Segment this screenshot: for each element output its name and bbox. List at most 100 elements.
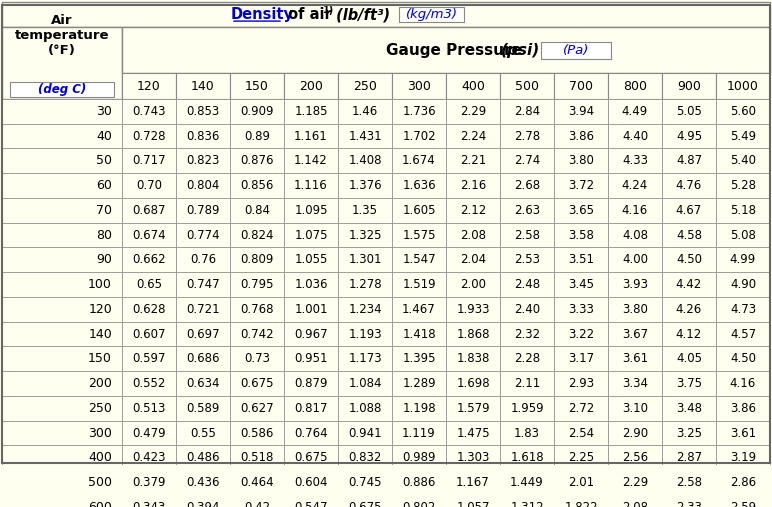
Bar (554, 173, 608, 198)
Bar (608, 272, 662, 297)
Bar (662, 297, 716, 322)
Text: 0.728: 0.728 (132, 130, 166, 142)
Bar (338, 124, 392, 149)
Bar (176, 149, 230, 173)
Bar (500, 446, 554, 470)
Bar (176, 173, 230, 198)
Text: 0.394: 0.394 (186, 501, 220, 507)
Bar (338, 346, 392, 371)
Bar (716, 223, 770, 247)
Text: 200: 200 (299, 80, 323, 93)
Text: 1.142: 1.142 (294, 154, 328, 167)
Bar (284, 371, 338, 396)
Bar (230, 198, 284, 223)
Bar (500, 396, 554, 421)
Text: 0.823: 0.823 (186, 154, 220, 167)
Text: 0.989: 0.989 (402, 451, 435, 464)
Bar (500, 99, 554, 124)
Text: 1.303: 1.303 (456, 451, 489, 464)
Bar (716, 99, 770, 124)
Text: 0.73: 0.73 (244, 352, 270, 366)
Text: 0.604: 0.604 (294, 476, 328, 489)
Text: 2.25: 2.25 (568, 451, 594, 464)
Text: 2.32: 2.32 (514, 328, 540, 341)
Text: 0.628: 0.628 (132, 303, 166, 316)
Text: 0.675: 0.675 (294, 451, 328, 464)
Text: 0.795: 0.795 (240, 278, 274, 291)
Text: 2.68: 2.68 (514, 179, 540, 192)
Text: 0.853: 0.853 (186, 105, 219, 118)
Text: 2.63: 2.63 (514, 204, 540, 217)
Bar (446, 470, 500, 495)
Bar (392, 371, 446, 396)
Bar (608, 74, 662, 99)
Text: 0.768: 0.768 (240, 303, 274, 316)
Bar (392, 446, 446, 470)
Bar (500, 272, 554, 297)
Text: 1.312: 1.312 (510, 501, 543, 507)
Bar (446, 371, 500, 396)
Bar (541, 42, 611, 59)
Bar (608, 470, 662, 495)
Bar (446, 322, 500, 346)
Text: 4.50: 4.50 (730, 352, 756, 366)
Text: 2.12: 2.12 (460, 204, 486, 217)
Text: 0.742: 0.742 (240, 328, 274, 341)
Bar (662, 198, 716, 223)
Text: 0.804: 0.804 (186, 179, 220, 192)
Text: 0.486: 0.486 (186, 451, 220, 464)
Text: 4.99: 4.99 (730, 254, 756, 266)
Bar (392, 421, 446, 446)
Bar (230, 470, 284, 495)
Bar (2, 297, 122, 322)
Text: 3.86: 3.86 (568, 130, 594, 142)
Bar (554, 198, 608, 223)
Text: 4.16: 4.16 (622, 204, 648, 217)
Text: 1.278: 1.278 (348, 278, 382, 291)
Bar (338, 149, 392, 173)
Bar (338, 99, 392, 124)
Bar (608, 198, 662, 223)
Bar (662, 421, 716, 446)
Text: 0.518: 0.518 (240, 451, 274, 464)
Bar (122, 396, 176, 421)
Bar (446, 198, 500, 223)
Bar (338, 396, 392, 421)
Bar (554, 346, 608, 371)
Text: 0.547: 0.547 (294, 501, 328, 507)
Text: 0.824: 0.824 (240, 229, 274, 242)
Text: 5.49: 5.49 (730, 130, 756, 142)
Bar (608, 173, 662, 198)
Text: 0.876: 0.876 (240, 154, 274, 167)
Text: 2.33: 2.33 (676, 501, 702, 507)
Bar (662, 173, 716, 198)
Text: 4.50: 4.50 (676, 254, 702, 266)
Text: 250: 250 (353, 80, 377, 93)
Bar (230, 74, 284, 99)
Text: 0.436: 0.436 (186, 476, 220, 489)
Bar (392, 470, 446, 495)
Text: 2.59: 2.59 (730, 501, 756, 507)
Bar (2, 173, 122, 198)
Bar (500, 124, 554, 149)
Text: 3.72: 3.72 (568, 179, 594, 192)
Bar (662, 322, 716, 346)
Text: 1.575: 1.575 (402, 229, 435, 242)
Bar (554, 322, 608, 346)
Bar (122, 346, 176, 371)
Bar (554, 272, 608, 297)
Bar (554, 470, 608, 495)
Bar (122, 495, 176, 507)
Bar (662, 223, 716, 247)
Bar (446, 272, 500, 297)
Text: 4.95: 4.95 (676, 130, 702, 142)
Text: 0.586: 0.586 (240, 426, 274, 440)
Bar (284, 74, 338, 99)
Bar (716, 470, 770, 495)
Bar (176, 74, 230, 99)
Bar (230, 371, 284, 396)
Bar (716, 446, 770, 470)
Text: 0.627: 0.627 (240, 402, 274, 415)
Text: 2.87: 2.87 (676, 451, 702, 464)
Bar (392, 247, 446, 272)
